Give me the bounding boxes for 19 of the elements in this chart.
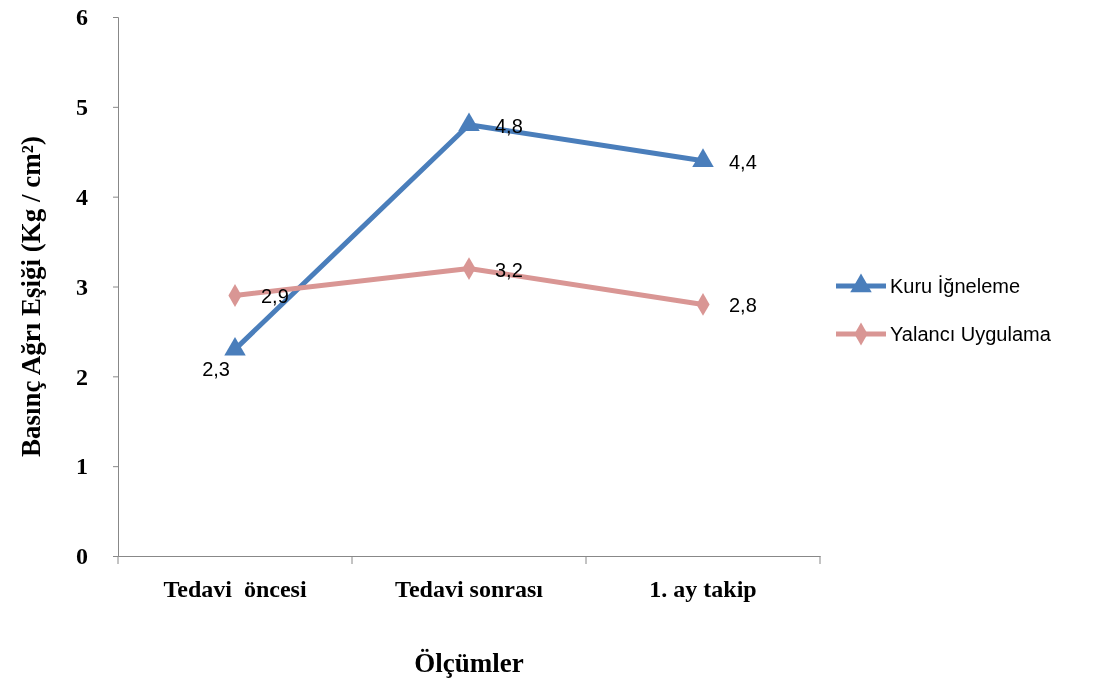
data-label: 3,2 [495, 258, 523, 281]
x-tick-label: 1. ay takip [649, 576, 757, 603]
y-tick-label: 5 [76, 94, 88, 121]
data-label: 2,8 [729, 294, 757, 317]
y-tick-label: 3 [76, 273, 88, 300]
y-tick-label: 0 [76, 543, 88, 570]
y-tick-label: 4 [76, 183, 88, 210]
x-tick-label: Tedavi öncesi [163, 576, 307, 603]
data-label: 2,3 [202, 358, 230, 381]
x-axis-title: Ölçümler [414, 648, 524, 678]
y-tick-label: 6 [76, 4, 88, 31]
x-tick-label: Tedavi sonrası [395, 576, 544, 603]
y-tick-label: 2 [76, 363, 88, 390]
legend-label: Yalancı Uygulama [890, 323, 1052, 345]
y-tick-label: 1 [76, 453, 88, 480]
data-label: 2,9 [261, 285, 289, 308]
legend-label: Kuru İğneleme [890, 275, 1021, 297]
y-axis-title: Basınç Ağrı Eşiği (Kg / cm²) [16, 136, 46, 457]
data-label: 4,4 [729, 150, 757, 173]
